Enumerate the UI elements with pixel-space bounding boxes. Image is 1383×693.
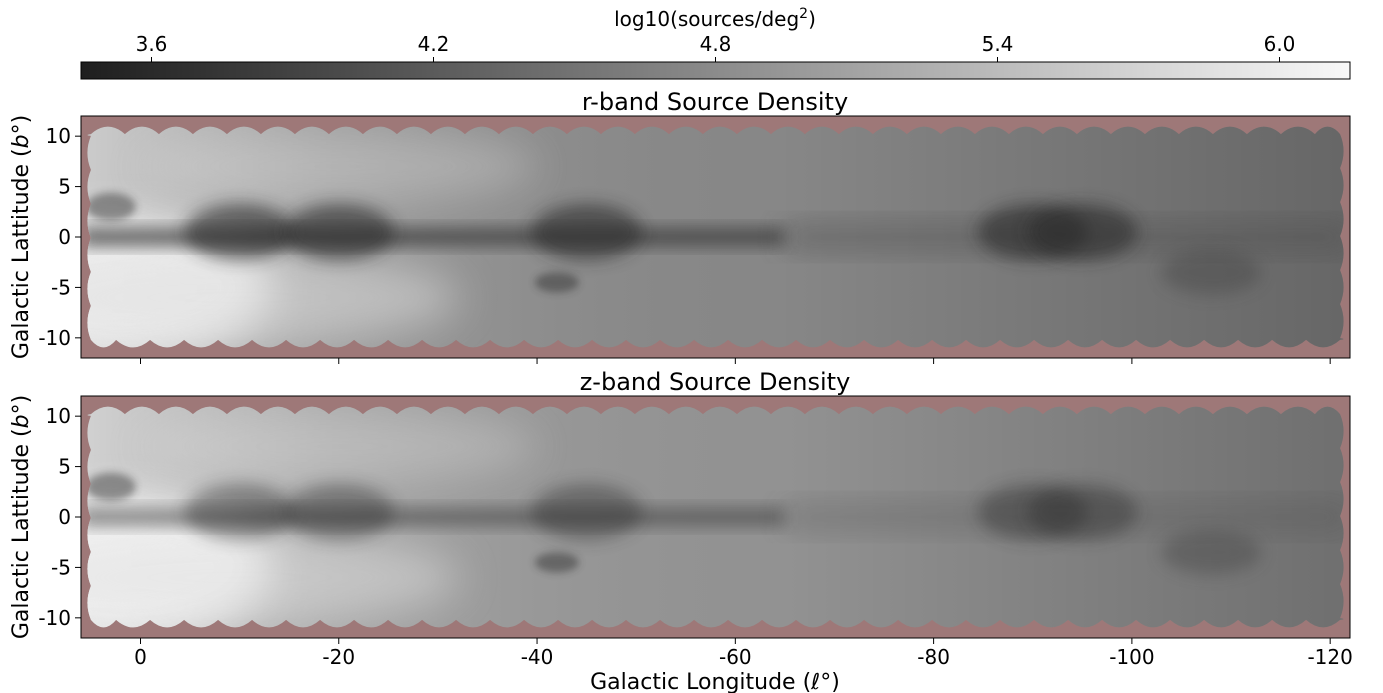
dust-complex: [184, 203, 295, 260]
x-tick-label: 0: [134, 645, 147, 669]
colorbar-tick-label: 4.2: [418, 32, 450, 56]
x-tick-label: -120: [1307, 645, 1352, 669]
x-tick-label: -40: [521, 645, 554, 669]
survey-footprint: [87, 406, 1344, 628]
survey-footprint: [87, 126, 1344, 348]
x-axis-label-main: Galactic Longitude (: [590, 670, 811, 693]
panel-r-band: r-band Source Density 10 5 0 -5 -10 Galactic…: [9, 88, 1351, 364]
y-tick-label: -5: [51, 555, 71, 579]
dust-complex: [531, 203, 642, 260]
panel-z-band: z-band Source Density 10 5 0 -5 -10 0 -20 -40 -…: [9, 368, 1353, 669]
x-axis-label: Galactic Longitude (ℓ°): [590, 670, 840, 693]
y-tick-label: 10: [46, 404, 71, 428]
density-map-r-band: [87, 126, 1344, 348]
dust-complex: [1161, 250, 1262, 295]
y-axis-label-main: Galactic Lattitude (: [9, 148, 34, 359]
y-tick-label: 5: [58, 455, 71, 479]
bright-northern-band: [138, 131, 539, 202]
colorbar-tick-label: 4.8: [700, 32, 732, 56]
y-axis-label-var: b: [9, 134, 34, 148]
dust-complex: [534, 272, 579, 293]
x-tick-label: -20: [322, 645, 355, 669]
dust-complex: [1027, 483, 1138, 540]
dust-complex: [1027, 203, 1138, 260]
density-map-z-band: [87, 406, 1344, 628]
dust-complex: [184, 483, 295, 540]
x-ticks-z-band: 0 -20 -40 -60 -80 -100 -120: [134, 638, 1353, 669]
y-axis-label-r-band: Galactic Lattitude (b°): [9, 115, 34, 359]
y-ticks-r-band: 10 5 0 -5 -10: [38, 124, 81, 350]
x-axis-label-close: °): [820, 670, 840, 693]
dust-complex: [87, 192, 136, 221]
y-axis-label-main: Galactic Lattitude (: [9, 428, 34, 639]
y-tick-label: -10: [38, 326, 71, 350]
x-ticks-r-band: [139, 358, 1331, 364]
x-axis-label-var: ℓ: [810, 670, 820, 693]
bright-northern-band: [138, 411, 539, 482]
colorbar-label-main: log10(sources/deg: [614, 7, 799, 31]
y-ticks-z-band: 10 5 0 -5 -10: [38, 404, 81, 630]
y-tick-label: 5: [58, 175, 71, 199]
y-axis-label-close: °): [9, 395, 34, 415]
colorbar-label-close: ): [808, 7, 816, 31]
colorbar-ticks: 3.6 4.2 4.8 5.4 6.0: [136, 32, 1296, 62]
y-axis-label-var: b: [9, 414, 34, 428]
bright-southern-band: [87, 252, 460, 343]
y-tick-label: 0: [58, 225, 71, 249]
dust-complex: [1161, 530, 1262, 575]
y-tick-label: 10: [46, 124, 71, 148]
y-tick-label: -5: [51, 275, 71, 299]
colorbar-tick-label: 5.4: [982, 32, 1014, 56]
dust-complex: [531, 483, 642, 540]
dust-complex: [534, 552, 579, 573]
bright-southern-band: [87, 532, 460, 623]
colorbar-tick-label: 3.6: [136, 32, 168, 56]
colorbar-bar: [80, 61, 1351, 80]
dust-complex: [283, 483, 394, 540]
y-tick-label: 0: [58, 505, 71, 529]
colorbar-label-sup: 2: [799, 6, 808, 22]
x-tick-label: -60: [719, 645, 752, 669]
y-axis-label-z-band: Galactic Lattitude (b°): [9, 395, 34, 639]
x-tick-label: -80: [917, 645, 950, 669]
y-tick-label: -10: [38, 606, 71, 630]
colorbar-label: log10(sources/deg2): [614, 6, 816, 31]
dust-complex: [87, 472, 136, 501]
x-tick-label: -100: [1109, 645, 1154, 669]
panel-title-r-band: r-band Source Density: [582, 88, 848, 116]
dust-complex: [283, 203, 394, 260]
y-axis-label-close: °): [9, 115, 34, 135]
panel-title-z-band: z-band Source Density: [580, 368, 851, 396]
colorbar: log10(sources/deg2) 3.6 4.2 4.8 5.4 6.0: [80, 6, 1351, 80]
colorbar-tick-label: 6.0: [1264, 32, 1296, 56]
